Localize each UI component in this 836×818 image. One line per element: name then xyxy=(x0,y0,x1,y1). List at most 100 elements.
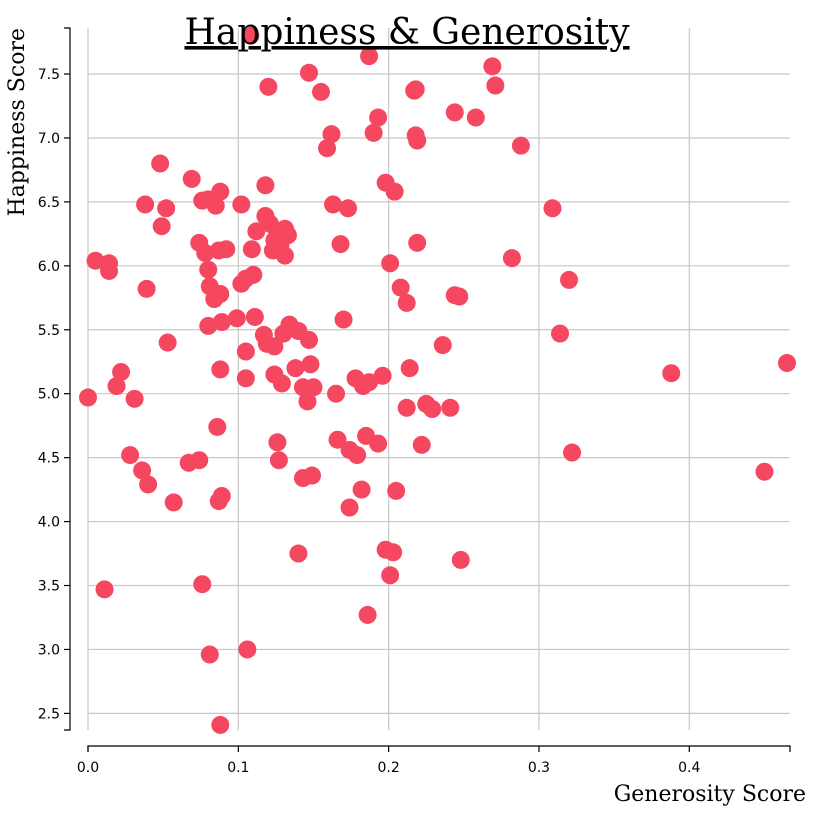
scatter-point xyxy=(107,377,126,396)
scatter-point xyxy=(755,462,774,481)
scatter-point xyxy=(423,400,442,419)
scatter-point xyxy=(299,331,318,349)
scatter-point xyxy=(502,249,521,268)
scatter-point xyxy=(121,446,140,465)
scatter-point xyxy=(199,260,218,279)
scatter-point xyxy=(360,373,379,392)
scatter-point xyxy=(196,244,215,263)
y-tick-label: 5.0 xyxy=(38,387,60,403)
scatter-point xyxy=(133,461,152,480)
scatter-point xyxy=(318,139,337,158)
scatter-point xyxy=(182,169,201,188)
scatter-point xyxy=(385,182,404,201)
scatter-point xyxy=(206,196,225,215)
scatter-point xyxy=(193,191,212,210)
scatter-point xyxy=(164,493,183,512)
scatter-point xyxy=(543,199,562,218)
scatter-point xyxy=(158,333,177,352)
scatter-point xyxy=(139,475,158,494)
scatter-point xyxy=(445,103,464,122)
scatter-point xyxy=(242,240,261,259)
scatter-point xyxy=(369,108,388,127)
x-tick-label: 0.1 xyxy=(227,760,249,776)
scatter-point xyxy=(441,398,460,417)
scatter-point xyxy=(348,446,367,465)
scatter-point xyxy=(486,76,505,95)
y-tick-label: 7.5 xyxy=(38,67,60,83)
x-tick-label: 0.3 xyxy=(528,760,550,776)
scatter-point xyxy=(364,123,383,142)
x-axis-line xyxy=(87,745,791,752)
scatter-point xyxy=(381,566,400,585)
y-tick-label: 4.0 xyxy=(38,515,60,531)
x-tick-label: 0.0 xyxy=(77,760,99,776)
scatter-point xyxy=(151,154,170,173)
scatter-point xyxy=(450,287,469,306)
scatter-point xyxy=(137,279,156,298)
y-tick-label: 7.0 xyxy=(38,131,60,147)
scatter-point xyxy=(100,261,119,280)
scatter-point xyxy=(299,63,318,82)
scatter-point xyxy=(328,430,347,449)
y-tick-label: 6.0 xyxy=(38,259,60,275)
scatter-point xyxy=(408,131,427,150)
scatter-point xyxy=(408,233,427,252)
y-axis-line xyxy=(64,27,71,731)
scatter-point xyxy=(289,544,308,563)
scatter-point xyxy=(369,434,388,453)
scatter-point xyxy=(211,715,230,734)
y-tick-label: 5.5 xyxy=(38,323,60,339)
scatter-point xyxy=(211,360,230,379)
scatter-point xyxy=(79,388,97,407)
data-points xyxy=(79,26,796,734)
y-tick-label: 2.5 xyxy=(38,706,60,722)
scatter-point xyxy=(190,451,209,470)
scatter-point xyxy=(322,125,341,144)
scatter-point xyxy=(339,199,358,218)
scatter-point xyxy=(208,417,227,436)
scatter-point xyxy=(387,481,406,500)
scatter-point xyxy=(311,82,330,101)
scatter-point xyxy=(265,337,284,356)
scatter-point xyxy=(95,580,114,599)
x-axis-label: Generosity Score xyxy=(614,782,806,807)
grid xyxy=(87,28,790,730)
scatter-point xyxy=(227,309,246,328)
scatter-point xyxy=(274,324,293,343)
scatter-point xyxy=(205,290,224,309)
scatter-point xyxy=(340,498,359,517)
scatter-point xyxy=(272,374,291,393)
scatter-point xyxy=(334,310,353,329)
scatter-point xyxy=(232,195,251,214)
scatter-point xyxy=(247,222,266,241)
scatter-point xyxy=(152,217,171,236)
scatter-point xyxy=(360,47,379,66)
scatter-point xyxy=(397,398,416,417)
scatter-point xyxy=(112,362,131,381)
scatter-point xyxy=(381,254,400,273)
y-tick-label: 6.5 xyxy=(38,195,60,211)
ticks: 0.0 0.1 0.2 0.3 0.4 2.5 3.0 3.5 4.0 4.5 5.0 5.5 6.0 6… xyxy=(38,67,701,776)
scatter-point xyxy=(560,270,579,289)
y-tick-label: 3.0 xyxy=(38,642,60,658)
scatter-point xyxy=(352,480,371,499)
scatter-point xyxy=(324,195,343,214)
scatter-point xyxy=(483,57,502,76)
scatter-point xyxy=(373,366,392,385)
axes xyxy=(64,27,791,752)
scatter-point xyxy=(241,26,260,45)
scatter-point xyxy=(551,324,570,343)
scatter-point xyxy=(232,274,251,293)
scatter-point xyxy=(511,136,530,155)
scatter-point xyxy=(256,176,275,195)
scatter-point xyxy=(777,354,796,373)
scatter-point xyxy=(400,359,419,378)
scatter-point xyxy=(212,313,231,332)
scatter-point xyxy=(269,451,288,470)
scatter-point xyxy=(200,645,219,664)
scatter-point xyxy=(157,199,176,218)
y-tick-label: 4.5 xyxy=(38,451,60,467)
scatter-point xyxy=(662,364,681,383)
scatter-point xyxy=(433,336,452,355)
scatter-point xyxy=(245,307,264,326)
